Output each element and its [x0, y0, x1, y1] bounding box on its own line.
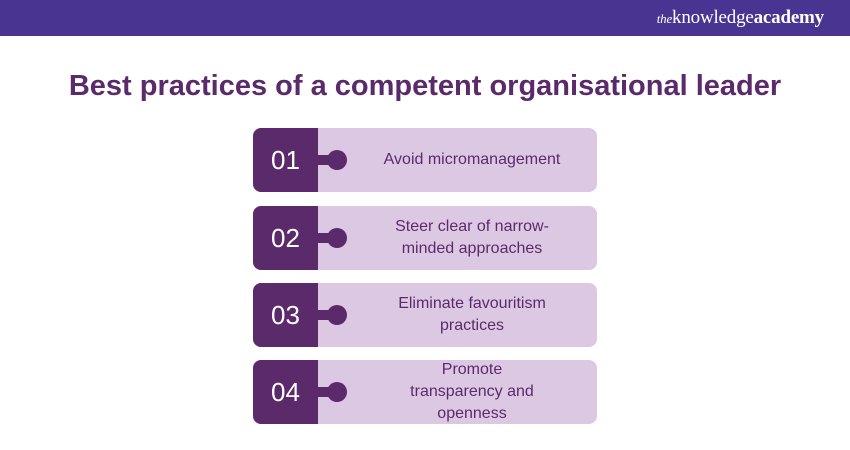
practice-card: 02 Steer clear of narrow-minded approach… — [253, 206, 597, 270]
connector-neck — [317, 233, 331, 243]
logo-main: knowledge — [672, 7, 754, 28]
item-text: Eliminate favouritism practices — [398, 295, 546, 334]
connector-knob-icon — [327, 382, 347, 402]
logo-prefix: the — [656, 11, 673, 26]
item-number: 01 — [253, 128, 318, 192]
connector-knob-icon — [327, 305, 347, 325]
item-number: 02 — [253, 206, 318, 270]
practice-card: 03 Eliminate favouritism practices — [253, 283, 597, 347]
connector-neck — [317, 387, 331, 397]
connector-neck — [317, 310, 331, 320]
item-text: Promote transparency and openness — [410, 361, 534, 422]
practice-card: 01 Avoid micromanagement — [253, 128, 597, 192]
item-number: 04 — [253, 360, 318, 424]
logo: theknowledgeacademy — [657, 7, 824, 29]
item-text: Steer clear of narrow-minded approaches — [395, 218, 549, 257]
logo-bold: academy — [753, 7, 825, 28]
connector-neck — [317, 155, 331, 165]
practice-card: 04 Promote transparency and openness — [253, 360, 597, 424]
connector-knob-icon — [327, 228, 347, 248]
header-bar: theknowledgeacademy — [0, 0, 850, 36]
connector-knob-icon — [327, 150, 347, 170]
item-text: Avoid micromanagement — [383, 151, 561, 168]
item-number: 03 — [253, 283, 318, 347]
page-title: Best practices of a competent organisati… — [68, 70, 782, 102]
